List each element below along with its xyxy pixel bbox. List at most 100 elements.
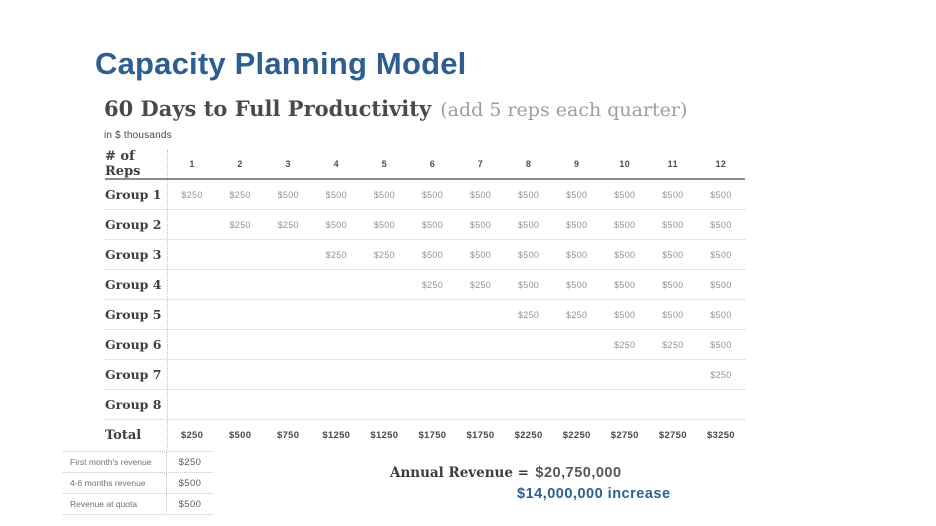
revenue-cell: $500: [710, 249, 732, 260]
revenue-cell: $500: [517, 249, 540, 260]
group-row-label: Group 5: [105, 300, 168, 329]
legend-label: First month's revenue: [63, 452, 167, 472]
month-header: 1: [189, 159, 195, 169]
revenue-cell: $500: [469, 219, 492, 230]
revenue-cell: $500: [710, 279, 732, 290]
group-row-label: Group 2: [105, 210, 168, 239]
group-row-label: Group 4: [105, 270, 168, 299]
revenue-cell: $500: [614, 279, 636, 290]
revenue-cell: $500: [662, 309, 684, 320]
slide-subtitle: 60 Days to Full Productivity (add 5 reps…: [104, 96, 687, 121]
revenue-cell: $500: [710, 309, 732, 320]
subtitle-main: 60 Days to Full Productivity: [104, 96, 432, 121]
group-row-label: Group 8: [105, 390, 168, 419]
month-header: 4: [333, 159, 339, 169]
revenue-cell: $500: [710, 219, 732, 230]
total-cell: $2750: [610, 429, 639, 441]
group-row: Group 2 $250 $250 $500 $500 $500 $500 $500 $500 $…: [105, 210, 745, 240]
revenue-cell: $250: [373, 249, 395, 260]
month-header: 5: [381, 159, 388, 169]
revenue-cell: $500: [517, 189, 540, 200]
legend-value: $500: [178, 477, 202, 489]
capacity-table: # of Reps 1 2 3 4 5 6 7 8 9 10 11 12 Group 1 $250 $250 $…: [105, 149, 745, 450]
revenue-cell: $500: [421, 189, 444, 200]
group-row: Group 3 $250 $250 $500 $500 $500 $500 $500 $500 $…: [105, 240, 745, 270]
legend-row: First month's revenue $250: [63, 452, 213, 473]
revenue-cell: $500: [662, 249, 684, 260]
month-header: 7: [477, 159, 484, 169]
revenue-cell: $250: [710, 369, 732, 380]
revenue-cell: $500: [614, 219, 636, 230]
revenue-cell: $250: [614, 339, 636, 350]
total-cell: $250: [180, 429, 204, 441]
month-header: 2: [237, 159, 243, 169]
total-cell: $1250: [322, 429, 351, 441]
group-row: Group 4 $250 $250 $500 $500 $500 $500 $500: [105, 270, 745, 300]
revenue-cell: $500: [566, 189, 588, 200]
units-label: in $ thousands: [104, 130, 172, 141]
total-cell: $750: [277, 429, 300, 441]
annual-revenue-line: Annual Revenue = $20,750,000: [390, 464, 622, 482]
total-cell: $3250: [706, 429, 735, 441]
group-row: Group 8: [105, 390, 745, 420]
revenue-increase: $14,000,000 increase: [517, 486, 671, 502]
month-header: 10: [619, 159, 631, 169]
revenue-cell: $500: [710, 189, 732, 200]
group-row: Group 6 $250 $250 $500: [105, 330, 745, 360]
revenue-cell: $500: [325, 219, 347, 230]
revenue-cell: $500: [566, 279, 588, 290]
group-row-label: Group 6: [105, 330, 168, 359]
total-cell: $2750: [658, 429, 687, 441]
total-row: Total $250 $500 $750 $1250 $1250 $1750 $1750 $22…: [105, 420, 745, 450]
table-header-row: # of Reps 1 2 3 4 5 6 7 8 9 10 11 12: [105, 149, 745, 180]
legend-value: $250: [178, 456, 202, 468]
group-row-label: Group 3: [105, 240, 168, 269]
revenue-cell: $500: [325, 189, 347, 200]
revenue-cell: $500: [277, 189, 299, 200]
month-header: 9: [573, 159, 580, 169]
revenue-cell: $500: [614, 249, 636, 260]
revenue-cell: $500: [662, 189, 684, 200]
revenue-cell: $250: [325, 249, 347, 260]
legend-value: $500: [178, 498, 202, 510]
total-cell: $1750: [418, 429, 447, 441]
total-cell: $1750: [466, 429, 495, 441]
revenue-cell: $500: [373, 189, 395, 200]
revenue-cell: $500: [373, 219, 395, 230]
subtitle-note: (add 5 reps each quarter): [440, 99, 688, 121]
revenue-cell: $500: [421, 219, 444, 230]
revenue-cell: $250: [277, 219, 299, 230]
revenue-cell: $250: [469, 279, 492, 290]
legend-row: 4-6 months revenue $500: [63, 473, 213, 494]
revenue-cell: $500: [517, 279, 540, 290]
revenue-cell: $250: [229, 189, 251, 200]
revenue-cell: $250: [566, 309, 588, 320]
month-header: 11: [667, 159, 678, 169]
legend-row: Revenue at quota $500: [63, 494, 213, 515]
annual-revenue-label: Annual Revenue =: [390, 465, 529, 481]
month-header: 12: [715, 159, 727, 169]
group-row-label: Group 1: [105, 180, 168, 209]
revenue-cell: $500: [614, 309, 636, 320]
total-cell: $500: [228, 429, 252, 441]
total-cell: $2250: [514, 429, 543, 441]
group-row-label: Group 7: [105, 360, 168, 389]
revenue-cell: $250: [229, 219, 251, 230]
revenue-cell: $500: [517, 219, 540, 230]
total-cell: $2250: [562, 429, 591, 441]
revenue-cell: $500: [614, 189, 636, 200]
group-row: Group 5 $250 $250 $500 $500 $500: [105, 300, 745, 330]
group-row: Group 1 $250 $250 $500 $500 $500 $500 $500 $500 $…: [105, 180, 745, 210]
month-header: 3: [285, 159, 291, 169]
annual-revenue-value: $20,750,000: [535, 465, 622, 481]
total-cell: $1250: [370, 429, 399, 441]
revenue-cell: $250: [517, 309, 540, 320]
total-row-label: Total: [105, 420, 168, 450]
revenue-cell: $250: [181, 189, 203, 200]
month-header: 6: [429, 159, 436, 169]
month-header: 8: [525, 159, 532, 169]
revenue-cell: $500: [710, 339, 732, 350]
revenue-cell: $500: [566, 219, 588, 230]
revenue-cell: $500: [469, 249, 492, 260]
